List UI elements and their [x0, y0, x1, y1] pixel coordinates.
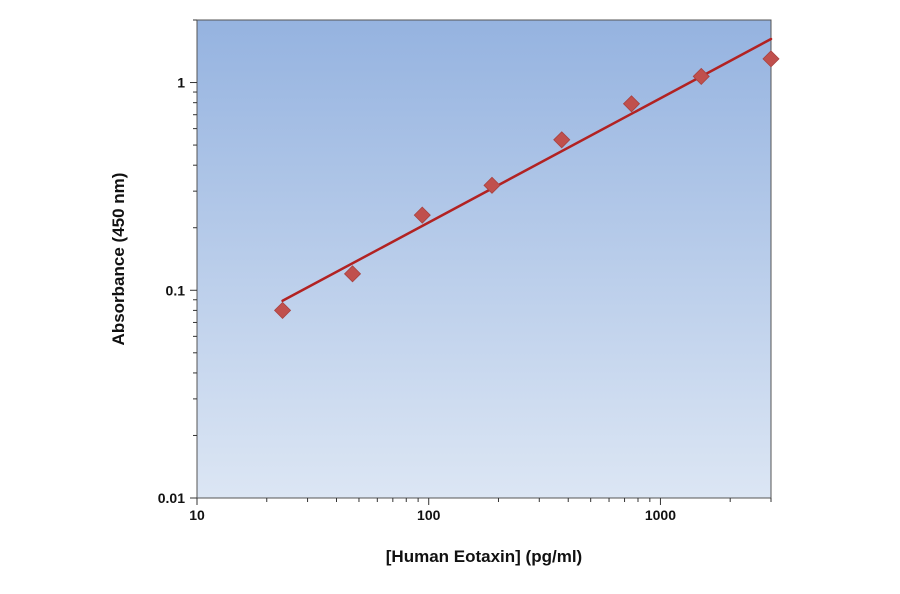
- x-tick-label: 10: [189, 507, 205, 523]
- data-point: [413, 206, 431, 224]
- data-point: [622, 95, 641, 113]
- x-tick-label: 1000: [645, 507, 676, 523]
- data-point: [483, 176, 501, 194]
- x-tick-label: 100: [417, 507, 441, 523]
- y-tick-label: 0.01: [158, 490, 185, 506]
- axis-ticks: [190, 19, 772, 505]
- axis-tick-labels: 10 100 1000 0.01 0.1 1: [158, 75, 676, 523]
- data-point: [762, 50, 780, 68]
- data-points: [273, 50, 780, 319]
- y-axis-title: Absorbance (450 nm): [109, 173, 128, 346]
- fit-line: [281, 37, 773, 303]
- fit-line-group: [281, 37, 773, 303]
- y-tick-label: 1: [177, 75, 185, 91]
- x-axis-title: [Human Eotaxin] (pg/ml): [386, 547, 582, 566]
- plot-area: [196, 19, 772, 499]
- data-point: [692, 67, 710, 85]
- y-tick-label: 0.1: [166, 282, 186, 298]
- data-point: [343, 265, 362, 283]
- data-point: [553, 131, 571, 149]
- data-point: [273, 301, 292, 319]
